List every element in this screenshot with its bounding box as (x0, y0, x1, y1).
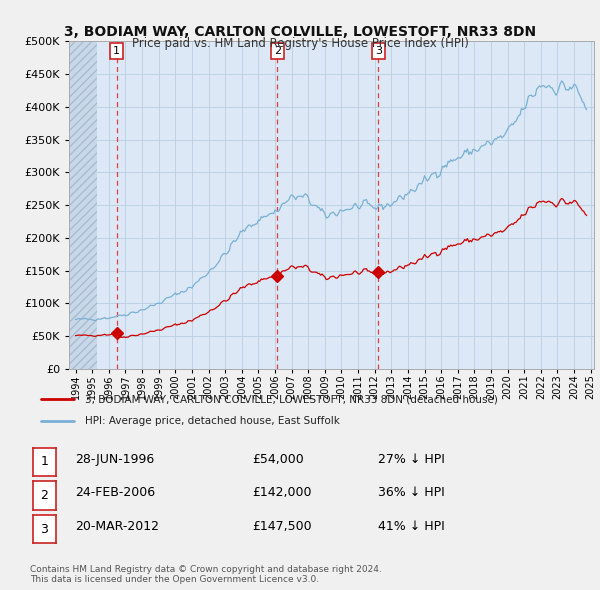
Text: 2: 2 (40, 489, 49, 502)
Text: £142,000: £142,000 (252, 486, 311, 500)
Text: 1: 1 (113, 46, 120, 56)
Text: £54,000: £54,000 (252, 453, 304, 466)
Text: HPI: Average price, detached house, East Suffolk: HPI: Average price, detached house, East… (85, 416, 340, 426)
Text: 3, BODIAM WAY, CARLTON COLVILLE, LOWESTOFT, NR33 8DN (detached house): 3, BODIAM WAY, CARLTON COLVILLE, LOWESTO… (85, 394, 498, 404)
Text: £147,500: £147,500 (252, 520, 311, 533)
Bar (69, 41, 97, 369)
Text: Contains HM Land Registry data © Crown copyright and database right 2024.
This d: Contains HM Land Registry data © Crown c… (30, 565, 382, 584)
Text: 41% ↓ HPI: 41% ↓ HPI (378, 520, 445, 533)
Text: 3, BODIAM WAY, CARLTON COLVILLE, LOWESTOFT, NR33 8DN: 3, BODIAM WAY, CARLTON COLVILLE, LOWESTO… (64, 25, 536, 39)
Text: 28-JUN-1996: 28-JUN-1996 (75, 453, 154, 466)
Text: 20-MAR-2012: 20-MAR-2012 (75, 520, 159, 533)
Text: Price paid vs. HM Land Registry's House Price Index (HPI): Price paid vs. HM Land Registry's House … (131, 37, 469, 50)
Text: 3: 3 (375, 46, 382, 56)
Text: 24-FEB-2006: 24-FEB-2006 (75, 486, 155, 500)
Text: 36% ↓ HPI: 36% ↓ HPI (378, 486, 445, 500)
Text: 27% ↓ HPI: 27% ↓ HPI (378, 453, 445, 466)
Text: 2: 2 (274, 46, 281, 56)
Text: 3: 3 (40, 523, 49, 536)
Text: 1: 1 (40, 455, 49, 468)
